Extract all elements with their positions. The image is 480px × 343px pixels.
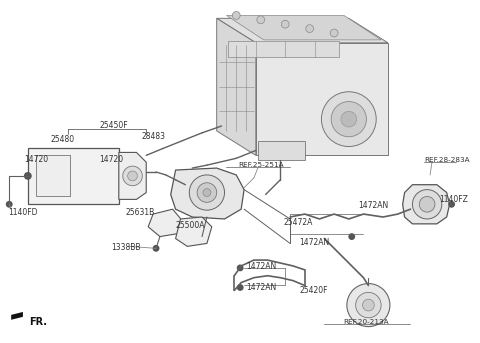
Polygon shape <box>258 141 305 160</box>
Circle shape <box>356 292 381 318</box>
Polygon shape <box>216 18 388 43</box>
Circle shape <box>448 201 455 208</box>
Circle shape <box>189 175 225 210</box>
Polygon shape <box>228 41 339 58</box>
Text: 1140FZ: 1140FZ <box>439 195 468 204</box>
Circle shape <box>341 111 357 127</box>
Polygon shape <box>36 155 70 197</box>
Circle shape <box>153 245 159 252</box>
Text: 1472AN: 1472AN <box>246 283 276 292</box>
Circle shape <box>330 29 338 37</box>
Text: 14720: 14720 <box>24 155 48 164</box>
Text: 1338BB: 1338BB <box>111 243 141 252</box>
Text: REF.25-251A: REF.25-251A <box>238 162 284 168</box>
Circle shape <box>237 264 244 271</box>
Circle shape <box>322 92 376 146</box>
Polygon shape <box>227 15 381 40</box>
Text: 14720: 14720 <box>99 155 123 164</box>
Circle shape <box>281 20 289 28</box>
Text: 25472A: 25472A <box>283 218 312 227</box>
Polygon shape <box>11 312 23 320</box>
Polygon shape <box>256 43 388 155</box>
Circle shape <box>203 189 211 197</box>
Circle shape <box>237 284 244 291</box>
Text: 25450F: 25450F <box>100 120 128 130</box>
Circle shape <box>412 190 442 219</box>
Circle shape <box>257 16 264 24</box>
Circle shape <box>123 166 142 186</box>
Text: 1472AN: 1472AN <box>246 262 276 271</box>
Circle shape <box>6 201 12 208</box>
Circle shape <box>419 197 435 212</box>
Text: 1472AN: 1472AN <box>358 201 388 210</box>
Circle shape <box>306 25 313 33</box>
Polygon shape <box>148 209 182 237</box>
Circle shape <box>197 183 216 202</box>
Polygon shape <box>403 185 450 224</box>
Circle shape <box>128 171 137 181</box>
Polygon shape <box>119 152 146 199</box>
Text: REF.20-213A: REF.20-213A <box>344 319 389 325</box>
Text: FR.: FR. <box>29 317 47 327</box>
Text: 1140FD: 1140FD <box>8 208 37 217</box>
Circle shape <box>232 11 240 19</box>
Circle shape <box>348 233 355 240</box>
Circle shape <box>347 284 390 327</box>
Text: REF.28-283A: REF.28-283A <box>424 157 470 163</box>
Text: 28483: 28483 <box>141 132 165 141</box>
Text: 25420F: 25420F <box>300 286 328 295</box>
Text: 25480: 25480 <box>50 135 74 144</box>
Polygon shape <box>171 168 244 219</box>
Text: 1472AN: 1472AN <box>300 238 330 247</box>
Polygon shape <box>176 217 212 246</box>
Text: 25631B: 25631B <box>126 208 155 217</box>
Circle shape <box>24 172 32 180</box>
Polygon shape <box>216 18 256 155</box>
Circle shape <box>407 206 414 213</box>
Circle shape <box>331 102 366 137</box>
Polygon shape <box>28 147 119 204</box>
Circle shape <box>362 299 374 311</box>
Text: 25500A: 25500A <box>176 221 205 230</box>
